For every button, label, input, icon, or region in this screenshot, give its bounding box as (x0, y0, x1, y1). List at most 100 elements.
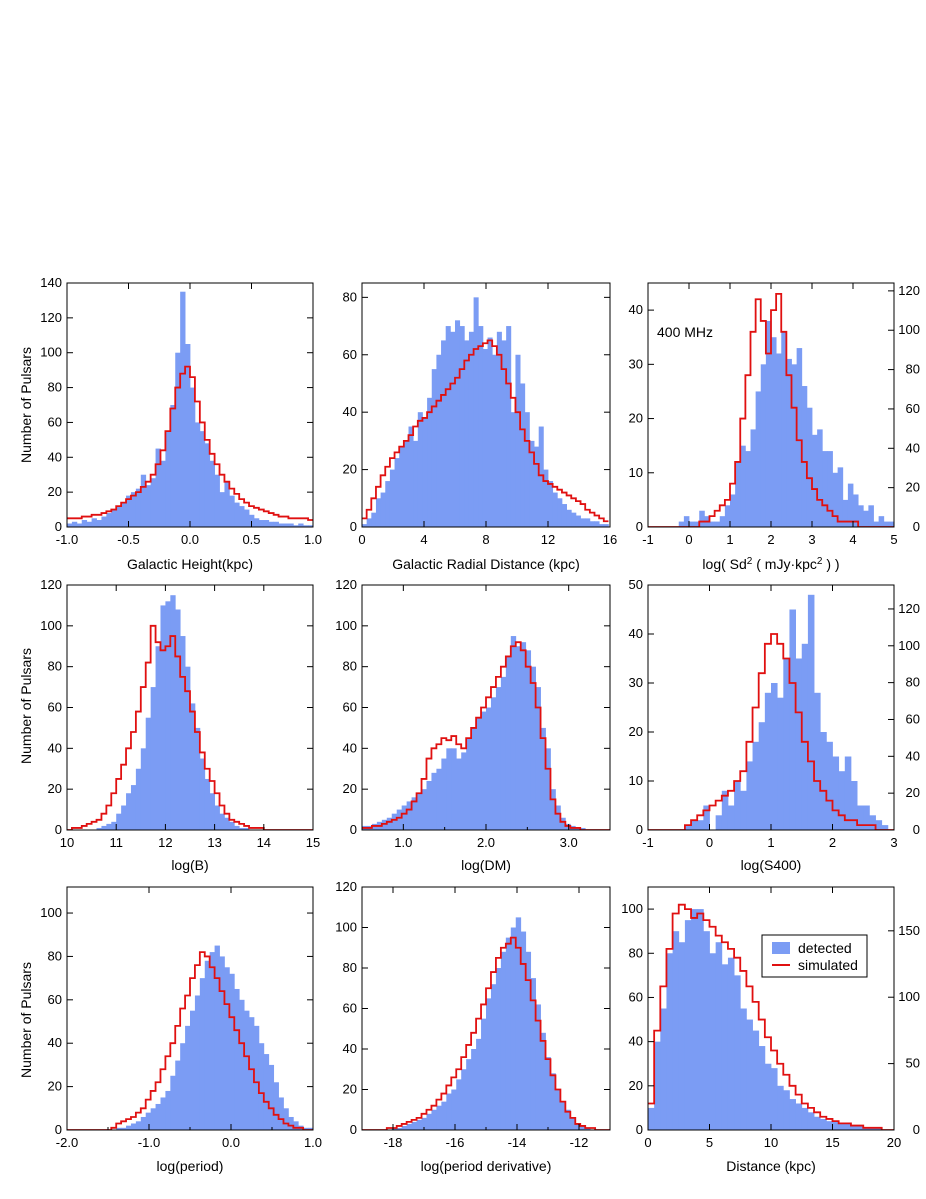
y-tick-label: 20 (343, 1082, 357, 1097)
y-tick-label: 30 (629, 675, 643, 690)
y-tick-label: 20 (48, 1079, 62, 1094)
detected-bar (771, 683, 778, 830)
detected-bar (734, 975, 741, 1130)
detected-bar (486, 998, 492, 1130)
x-tick-label: 1 (726, 532, 733, 547)
y2-tick-label: 80 (906, 675, 920, 690)
detected-bar (466, 738, 472, 830)
detected-bar (308, 1127, 313, 1130)
detected-bar (691, 820, 698, 830)
detected-bar (575, 1123, 581, 1130)
y-tick-label: 0 (350, 519, 357, 534)
detected-bar (253, 518, 260, 527)
panel-9: 0 5 10 15 20 0 20 40 60 80 100 0 50 100 150 Distance (k… (621, 886, 920, 1174)
detected-bar (219, 813, 225, 830)
detected-bar (204, 778, 211, 830)
detected-bar (170, 405, 176, 527)
y-tick-label: 20 (343, 462, 357, 477)
detected-bar (130, 492, 137, 527)
detected-bar (135, 488, 142, 527)
detected-bar (101, 825, 107, 830)
x-tick-label: 3 (890, 835, 897, 850)
detected-bar (812, 434, 818, 527)
detected-bar (140, 1116, 147, 1130)
detected-bar (814, 1116, 821, 1130)
detected-bar (406, 1123, 412, 1130)
detected-bar (473, 297, 479, 527)
detected-bar (155, 646, 161, 830)
detected-bar (81, 520, 88, 527)
detected-bar (820, 732, 827, 830)
detected-bar (214, 805, 220, 830)
detected-bar (126, 495, 132, 527)
detected-bar (288, 523, 294, 527)
detected-bar (826, 741, 833, 830)
detected-bar (244, 1010, 250, 1130)
y-tick-label: 20 (629, 1078, 643, 1093)
detected-bar (745, 451, 751, 527)
y-tick-label: 20 (629, 411, 643, 426)
x-axis-label: Galactic Radial Distance (kpc) (392, 556, 580, 572)
detected-bar (436, 354, 442, 527)
y-tick-label: 0 (55, 519, 62, 534)
detected-bar (575, 515, 581, 527)
y-tick-label: 40 (343, 740, 357, 755)
detected-bar (585, 1127, 591, 1130)
detected-bar (135, 768, 142, 830)
ylabel-row1: Number of Pulsars (18, 347, 34, 463)
detected-bar (380, 492, 386, 527)
detected-bar (283, 523, 289, 527)
y-tick-label: 80 (48, 948, 62, 963)
x-tick-label: 15 (825, 1135, 839, 1150)
x-axis-label: log(DM) (461, 857, 511, 873)
y-tick-label: 20 (629, 724, 643, 739)
detected-bar (111, 821, 117, 830)
simulated-step-line (67, 951, 313, 1130)
detected-bar (850, 1125, 858, 1130)
detected-bar (71, 521, 78, 527)
detected-bar (857, 805, 864, 830)
y-tick-label: 120 (40, 577, 62, 592)
y-tick-label: 120 (40, 310, 62, 325)
detected-bar (76, 523, 83, 527)
detected-bar (481, 1018, 487, 1130)
y-tick-label: 0 (55, 822, 62, 837)
x-tick-label: 11 (109, 835, 123, 850)
y-tick-label: 60 (343, 347, 357, 362)
detected-bar (394, 458, 400, 527)
detected-bar (234, 988, 240, 1130)
detected-bar (431, 1109, 437, 1130)
detected-bar (308, 525, 313, 527)
x-tick-label: 5 (706, 1135, 713, 1150)
detected-bar (758, 1046, 766, 1130)
detected-bar (446, 1093, 452, 1130)
detected-bar (121, 1127, 127, 1130)
detected-bar (396, 1127, 403, 1130)
detected-bar (555, 1089, 561, 1130)
detected-bar (391, 813, 398, 830)
detected-bar (476, 1038, 482, 1130)
detected-bar (121, 502, 127, 527)
detected-bar (801, 1107, 809, 1130)
detected-bar (482, 349, 488, 527)
detected-bar (190, 387, 196, 527)
detected-bar (560, 1101, 566, 1130)
simulated-step-line (648, 292, 894, 527)
simulated-step-line (648, 903, 894, 1130)
y2-tick-label: 120 (898, 601, 920, 616)
detected-bar (575, 827, 581, 830)
x-tick-label: -2.0 (56, 1135, 78, 1150)
detected-bar (126, 793, 132, 830)
detected-bar (822, 451, 828, 527)
detected-bar (500, 676, 507, 830)
detected-bar (538, 426, 544, 527)
detected-bar (883, 521, 890, 527)
detected-bar (121, 805, 127, 830)
panel-4: 10 11 12 13 14 15 0 20 40 60 80 100 120 log(B) (40, 577, 320, 873)
detected-bar (478, 326, 484, 527)
detected-bar (145, 717, 152, 830)
detected-bar (857, 1125, 864, 1130)
detected-bar (416, 1119, 422, 1130)
detected-bar (580, 1125, 586, 1130)
